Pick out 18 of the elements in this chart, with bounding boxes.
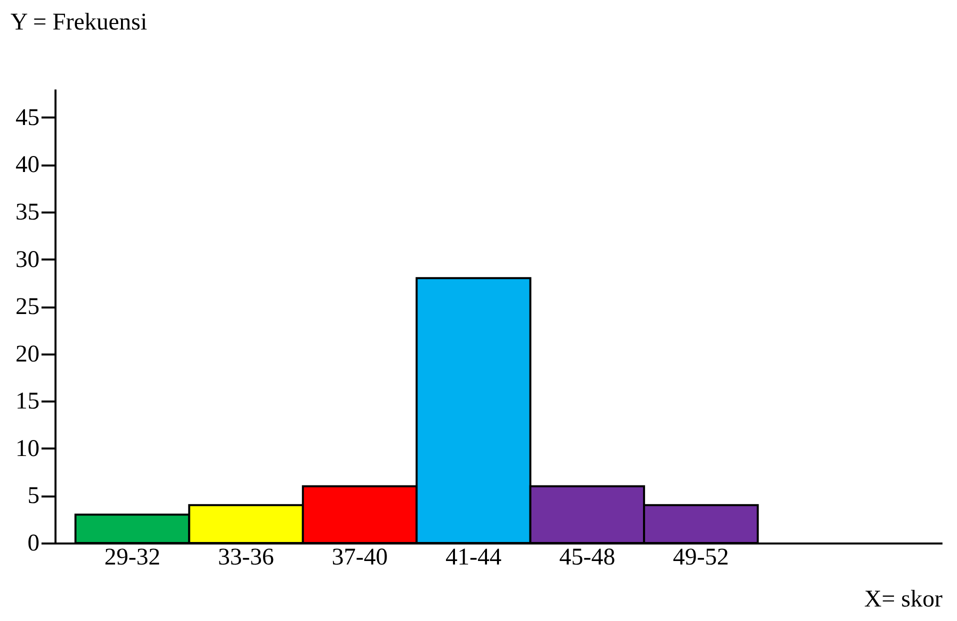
y-tick-label: 45 (16, 104, 40, 131)
y-tick-label: 10 (16, 436, 40, 462)
x-axis-title: X= skor (864, 586, 943, 612)
y-tick-label: 5 (28, 483, 40, 510)
x-tick-label: 45-48 (559, 544, 616, 570)
x-tick-label: 33-36 (218, 544, 274, 570)
y-tick-label: 0 (28, 530, 40, 556)
y-tick-label: 40 (16, 152, 40, 178)
x-tick-label: 37-40 (332, 544, 388, 570)
y-tick-label: 15 (16, 388, 40, 415)
y-tick-label: 35 (16, 199, 40, 226)
y-tick-label: 20 (16, 341, 40, 368)
y-tick-label: 30 (16, 246, 40, 273)
y-tick-label: 25 (16, 294, 40, 320)
x-tick-label: 29-32 (104, 544, 160, 570)
x-tick-label: 49-52 (672, 544, 729, 570)
y-axis-title: Y = Frekuensi (10, 10, 148, 36)
x-tick-label: 41-44 (445, 544, 502, 570)
